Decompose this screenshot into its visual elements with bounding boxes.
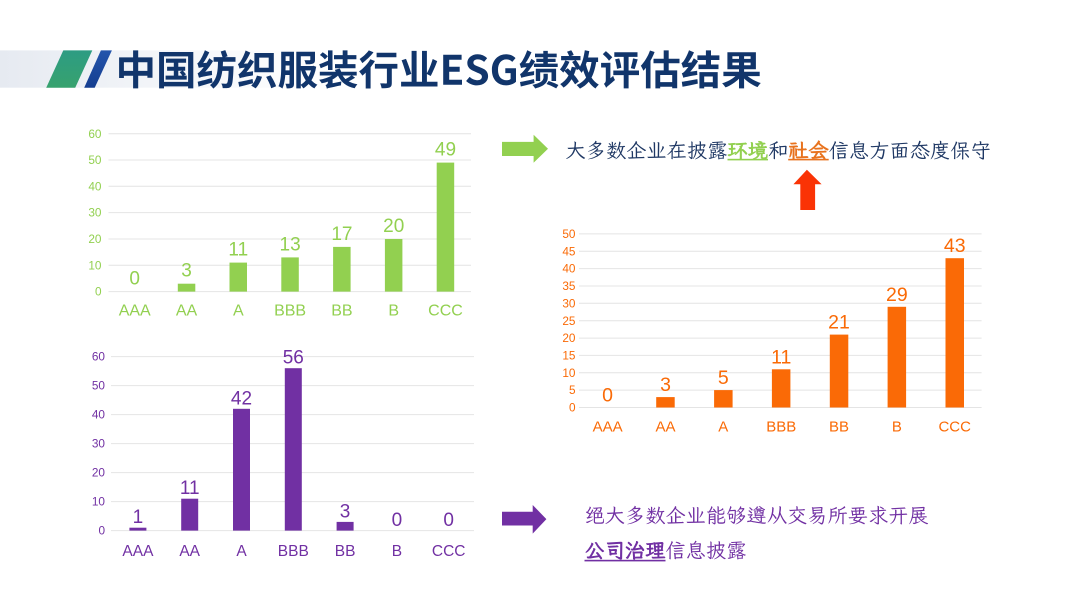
svg-text:50: 50 bbox=[92, 379, 106, 393]
svg-text:0: 0 bbox=[569, 401, 576, 415]
svg-text:50: 50 bbox=[88, 153, 102, 167]
svg-text:35: 35 bbox=[562, 279, 576, 293]
svg-text:0: 0 bbox=[129, 269, 140, 290]
svg-text:A: A bbox=[718, 419, 728, 436]
svg-text:3: 3 bbox=[340, 501, 351, 522]
svg-text:3: 3 bbox=[660, 374, 671, 396]
svg-text:29: 29 bbox=[886, 284, 908, 306]
svg-text:10: 10 bbox=[562, 366, 576, 380]
svg-text:AAA: AAA bbox=[122, 543, 154, 560]
svg-text:56: 56 bbox=[283, 348, 304, 369]
svg-text:0: 0 bbox=[95, 285, 102, 299]
svg-text:B: B bbox=[392, 543, 402, 560]
svg-text:A: A bbox=[233, 303, 244, 320]
svg-text:BBB: BBB bbox=[278, 543, 309, 560]
svg-text:30: 30 bbox=[88, 206, 102, 220]
svg-text:40: 40 bbox=[562, 262, 576, 276]
svg-text:5: 5 bbox=[569, 383, 576, 397]
svg-text:11: 11 bbox=[228, 240, 248, 261]
svg-text:AA: AA bbox=[655, 419, 675, 436]
svg-text:10: 10 bbox=[92, 495, 106, 509]
svg-text:20: 20 bbox=[88, 232, 102, 246]
svg-text:B: B bbox=[388, 303, 399, 320]
svg-text:3: 3 bbox=[181, 261, 192, 282]
svg-text:0: 0 bbox=[602, 385, 613, 407]
svg-text:A: A bbox=[236, 543, 247, 560]
svg-text:CCC: CCC bbox=[428, 303, 463, 320]
svg-text:25: 25 bbox=[562, 314, 576, 328]
svg-text:1: 1 bbox=[133, 507, 144, 528]
svg-text:45: 45 bbox=[562, 244, 576, 258]
svg-text:60: 60 bbox=[88, 127, 102, 141]
svg-text:10: 10 bbox=[88, 258, 102, 272]
svg-text:15: 15 bbox=[562, 349, 576, 363]
svg-text:43: 43 bbox=[944, 235, 966, 257]
svg-text:0: 0 bbox=[98, 524, 105, 538]
svg-text:20: 20 bbox=[92, 466, 106, 480]
svg-text:AAA: AAA bbox=[119, 303, 151, 320]
svg-text:30: 30 bbox=[562, 296, 576, 310]
svg-text:CCC: CCC bbox=[938, 419, 971, 436]
svg-text:21: 21 bbox=[828, 312, 850, 334]
svg-text:BB: BB bbox=[829, 419, 849, 436]
svg-text:11: 11 bbox=[180, 478, 200, 499]
svg-text:BB: BB bbox=[331, 303, 352, 320]
svg-text:0: 0 bbox=[443, 510, 454, 531]
svg-text:AA: AA bbox=[176, 303, 198, 320]
svg-text:B: B bbox=[892, 419, 902, 436]
svg-text:13: 13 bbox=[280, 234, 301, 255]
svg-text:CCC: CCC bbox=[432, 543, 466, 560]
svg-text:AAA: AAA bbox=[593, 419, 623, 436]
svg-text:11: 11 bbox=[771, 346, 791, 368]
svg-text:50: 50 bbox=[562, 227, 576, 241]
svg-text:60: 60 bbox=[92, 350, 106, 364]
svg-text:5: 5 bbox=[718, 367, 729, 389]
svg-text:20: 20 bbox=[383, 216, 404, 237]
svg-text:BBB: BBB bbox=[274, 303, 306, 320]
svg-text:30: 30 bbox=[92, 437, 106, 451]
svg-text:0: 0 bbox=[392, 510, 403, 531]
svg-text:BB: BB bbox=[335, 543, 356, 560]
svg-text:20: 20 bbox=[562, 331, 576, 345]
svg-text:42: 42 bbox=[231, 388, 252, 409]
svg-text:40: 40 bbox=[92, 408, 106, 422]
svg-text:49: 49 bbox=[435, 140, 456, 161]
svg-text:AA: AA bbox=[179, 543, 200, 560]
svg-text:BBB: BBB bbox=[766, 419, 796, 436]
svg-text:40: 40 bbox=[88, 179, 102, 193]
svg-text:17: 17 bbox=[331, 224, 352, 245]
